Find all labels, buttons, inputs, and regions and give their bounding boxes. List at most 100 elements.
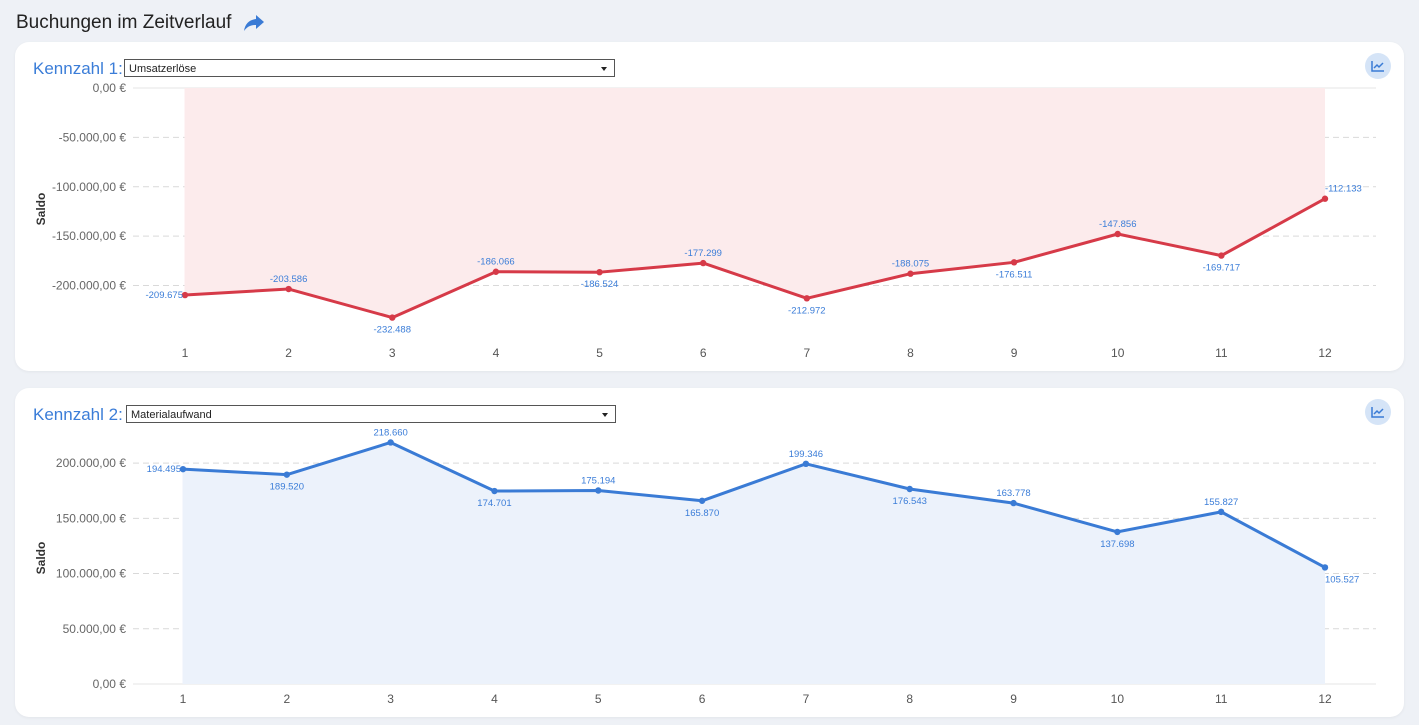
data-point[interactable] bbox=[387, 439, 394, 446]
data-label: -112.133 bbox=[1325, 184, 1362, 195]
kennzahl-2-select[interactable]: Materialaufwand bbox=[126, 405, 616, 423]
x-tick-label: 2 bbox=[285, 346, 292, 360]
data-label: 175.194 bbox=[581, 475, 615, 486]
y-tick-label: -150.000,00 € bbox=[52, 229, 126, 243]
data-point[interactable] bbox=[283, 471, 291, 478]
data-label: -169.717 bbox=[1203, 263, 1241, 274]
kennzahl-1-select[interactable]: Umsatzerlöse bbox=[124, 59, 615, 77]
x-tick-label: 1 bbox=[182, 346, 189, 360]
data-label: -232.488 bbox=[374, 325, 412, 336]
data-label: 105.527 bbox=[1325, 574, 1359, 585]
kennzahl-2-select-value: Materialaufwand bbox=[131, 409, 212, 421]
area-fill bbox=[183, 442, 1325, 684]
line-chart-icon bbox=[1371, 61, 1384, 72]
x-tick-label: 8 bbox=[907, 346, 914, 360]
kennzahl-1-select-value: Umsatzerlöse bbox=[129, 63, 197, 75]
chevron-down-icon bbox=[602, 413, 608, 417]
data-label: 218.660 bbox=[373, 427, 407, 438]
data-label: -186.066 bbox=[477, 257, 515, 268]
data-label: 165.870 bbox=[685, 508, 719, 519]
data-point[interactable] bbox=[1114, 528, 1121, 536]
x-tick-label: 1 bbox=[180, 692, 187, 706]
share-arrow-icon[interactable] bbox=[243, 13, 265, 33]
data-label: -177.299 bbox=[684, 248, 722, 259]
data-point[interactable] bbox=[698, 497, 706, 504]
data-point[interactable] bbox=[596, 268, 603, 276]
data-point[interactable] bbox=[1321, 195, 1329, 202]
line-chart-icon bbox=[1371, 407, 1384, 418]
data-label: 155.827 bbox=[1204, 497, 1238, 508]
data-point[interactable] bbox=[1010, 499, 1017, 507]
y-tick-label: -200.000,00 € bbox=[52, 279, 126, 293]
data-label: 137.698 bbox=[1100, 539, 1134, 550]
chart-type-button-2[interactable] bbox=[1365, 399, 1391, 425]
data-point[interactable] bbox=[1217, 508, 1225, 516]
chart-kennzahl-1: 0,00 € -50.000,00 € -100.000,00 € -150.000,… bbox=[34, 81, 1376, 360]
x-tick-label: 12 bbox=[1318, 346, 1332, 360]
page-header: Buchungen im Zeitverlauf bbox=[16, 12, 265, 34]
kennzahl-1-label: Kennzahl 1: bbox=[33, 59, 123, 78]
panel-kennzahl-2: 200.000,00 € 150.000,00 € 100.000,00 € 50.0… bbox=[15, 388, 1404, 717]
x-tick-label: 11 bbox=[1215, 346, 1228, 360]
x-tick-label: 11 bbox=[1215, 692, 1228, 706]
area-fill bbox=[185, 88, 1325, 318]
y-tick-label: -100.000,00 € bbox=[52, 180, 126, 194]
data-point[interactable] bbox=[1114, 230, 1121, 238]
data-label: -186.524 bbox=[581, 279, 619, 290]
x-tick-label: 8 bbox=[906, 692, 913, 706]
data-label: -203.586 bbox=[270, 274, 308, 285]
x-tick-label: 3 bbox=[389, 346, 396, 360]
x-tick-label: 6 bbox=[700, 346, 707, 360]
kennzahl-2-label: Kennzahl 2: bbox=[33, 405, 123, 424]
x-tick-label: 12 bbox=[1318, 692, 1332, 706]
chart-type-button-1[interactable] bbox=[1365, 53, 1391, 79]
data-label: 189.520 bbox=[270, 482, 304, 493]
page-title: Buchungen im Zeitverlauf bbox=[16, 12, 232, 33]
data-label: 194.495 bbox=[147, 464, 181, 475]
x-tick-label: 9 bbox=[1010, 692, 1017, 706]
data-label: -212.972 bbox=[788, 305, 826, 316]
data-point[interactable] bbox=[1010, 259, 1018, 266]
data-label: -188.075 bbox=[892, 259, 930, 270]
panel-kennzahl-1: 0,00 € -50.000,00 € -100.000,00 € -150.000,… bbox=[15, 42, 1404, 371]
y-tick-label: 150.000,00 € bbox=[56, 511, 126, 525]
data-label: 163.778 bbox=[996, 488, 1030, 499]
x-tick-label: 5 bbox=[596, 346, 603, 360]
data-label: -176.511 bbox=[996, 269, 1033, 280]
x-tick-label: 9 bbox=[1011, 346, 1018, 360]
y-tick-label: -50.000,00 € bbox=[59, 130, 127, 144]
data-point[interactable] bbox=[906, 485, 913, 493]
series-line bbox=[184, 197, 1326, 320]
y-tick-label: 200.000,00 € bbox=[56, 456, 126, 470]
data-label: 174.701 bbox=[477, 498, 511, 509]
data-point[interactable] bbox=[595, 487, 602, 494]
x-tick-label: 10 bbox=[1111, 346, 1125, 360]
data-point[interactable] bbox=[907, 270, 914, 277]
data-point[interactable] bbox=[803, 295, 811, 302]
data-point[interactable] bbox=[491, 487, 498, 495]
x-tick-label: 7 bbox=[803, 692, 810, 706]
x-tick-label: 5 bbox=[595, 692, 602, 706]
data-label: -147.856 bbox=[1099, 219, 1137, 230]
y-axis-label: Saldo bbox=[34, 193, 48, 226]
data-point[interactable] bbox=[179, 465, 187, 473]
data-point[interactable] bbox=[285, 285, 292, 293]
x-tick-label: 7 bbox=[803, 346, 810, 360]
x-tick-label: 4 bbox=[491, 692, 498, 706]
data-point[interactable] bbox=[802, 460, 810, 468]
data-point[interactable] bbox=[492, 268, 500, 275]
data-label: 176.543 bbox=[893, 496, 927, 507]
x-tick-label: 6 bbox=[699, 692, 706, 706]
data-point[interactable] bbox=[699, 259, 707, 267]
data-point[interactable] bbox=[1218, 252, 1225, 259]
x-tick-label: 10 bbox=[1111, 692, 1125, 706]
data-point[interactable] bbox=[181, 291, 189, 299]
chart-kennzahl-2: 200.000,00 € 150.000,00 € 100.000,00 € 50.0… bbox=[34, 427, 1376, 706]
series-line bbox=[182, 440, 1326, 569]
chevron-down-icon bbox=[601, 67, 607, 71]
data-point[interactable] bbox=[389, 314, 396, 321]
y-tick-label: 50.000,00 € bbox=[63, 622, 127, 636]
y-axis-label: Saldo bbox=[34, 542, 48, 575]
y-tick-label: 0,00 € bbox=[93, 677, 127, 691]
data-point[interactable] bbox=[1321, 564, 1329, 571]
